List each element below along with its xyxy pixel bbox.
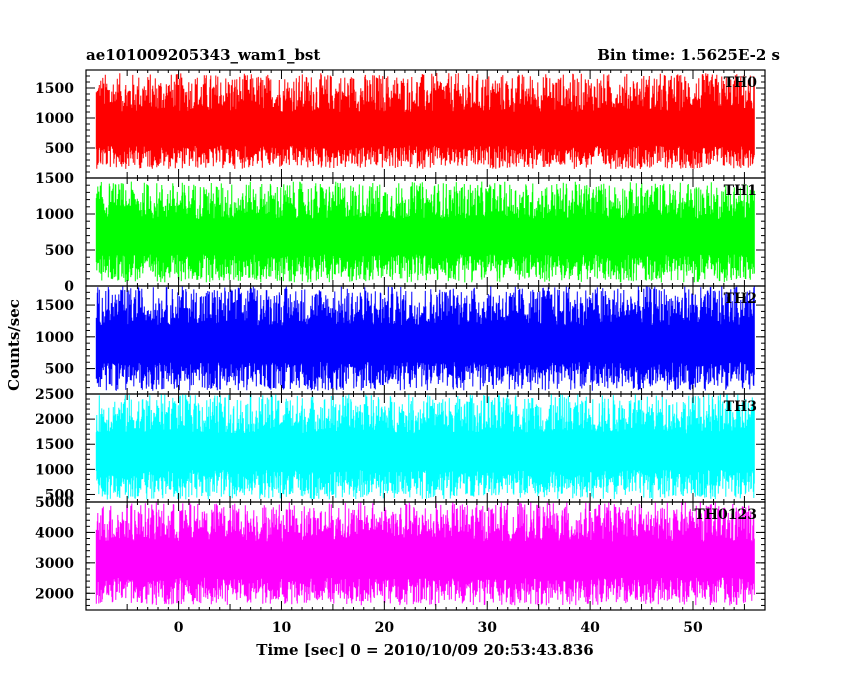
x-tick-label: 30 [477,620,497,636]
panel-th3: 500 1000 1500 2000 2500 TH3 [35,387,766,503]
x-axis: 0 10 20 30 40 50 [174,620,703,636]
x-axis-title: Time [sec] 0 = 2010/10/09 20:53:43.836 [256,641,593,659]
y-tick-label: 1500 [35,298,74,314]
y-tick-label: 1500 [35,171,74,187]
y-tick-label: 2000 [35,412,74,428]
series-th3 [95,393,755,500]
series-th2 [95,285,755,391]
y-tick-label: 1500 [35,437,74,453]
panels-group: 500 1000 1500 TH0 0 500 1000 1500 TH1 500 1000 1500… [35,69,766,611]
y-tick-label: 500 [45,487,74,503]
y-tick-label: 500 [45,243,74,259]
panel-label-th0123: TH0123 [694,507,757,523]
panel-label-th2: TH2 [724,291,757,307]
y-tick-label: 1000 [35,111,74,127]
series-th1 [95,181,755,283]
figure-title: ae101009205343_wam1_bst [86,46,320,64]
panel-th0123: 2000 3000 4000 5000 TH0123 [35,495,766,611]
x-tick-label: 40 [580,620,600,636]
panel-th2: 500 1000 1500 TH2 [35,285,766,395]
bin-time-label: Bin time: 1.5625E-2 s [597,46,780,64]
y-tick-label: 5000 [35,495,74,511]
x-tick-label: 10 [272,620,292,636]
x-tick-label: 0 [174,620,184,636]
series-th0123 [95,502,755,606]
y-tick-label: 4000 [35,525,74,541]
series-th0 [95,72,755,170]
panel-label-th1: TH1 [724,183,757,199]
y-tick-label: 0 [64,279,74,295]
y-tick-label: 2000 [35,586,74,602]
y-tick-label: 1000 [35,330,74,346]
x-tick-label: 20 [375,620,395,636]
y-tick-label: 1000 [35,462,74,478]
panel-label-th3: TH3 [724,399,757,415]
y-tick-label: 1500 [35,81,74,97]
y-tick-label: 2500 [35,387,74,403]
y-tick-label: 500 [45,362,74,378]
y-tick-label: 1000 [35,207,74,223]
panel-th0: 500 1000 1500 TH0 [35,69,766,179]
panel-label-th0: TH0 [724,75,758,91]
y-tick-label: 3000 [35,556,74,572]
y-axis-title: Counts/sec [5,299,23,391]
y-tick-label: 500 [45,141,74,157]
x-tick-label: 50 [683,620,703,636]
panel-th1: 0 500 1000 1500 TH1 [35,171,766,295]
